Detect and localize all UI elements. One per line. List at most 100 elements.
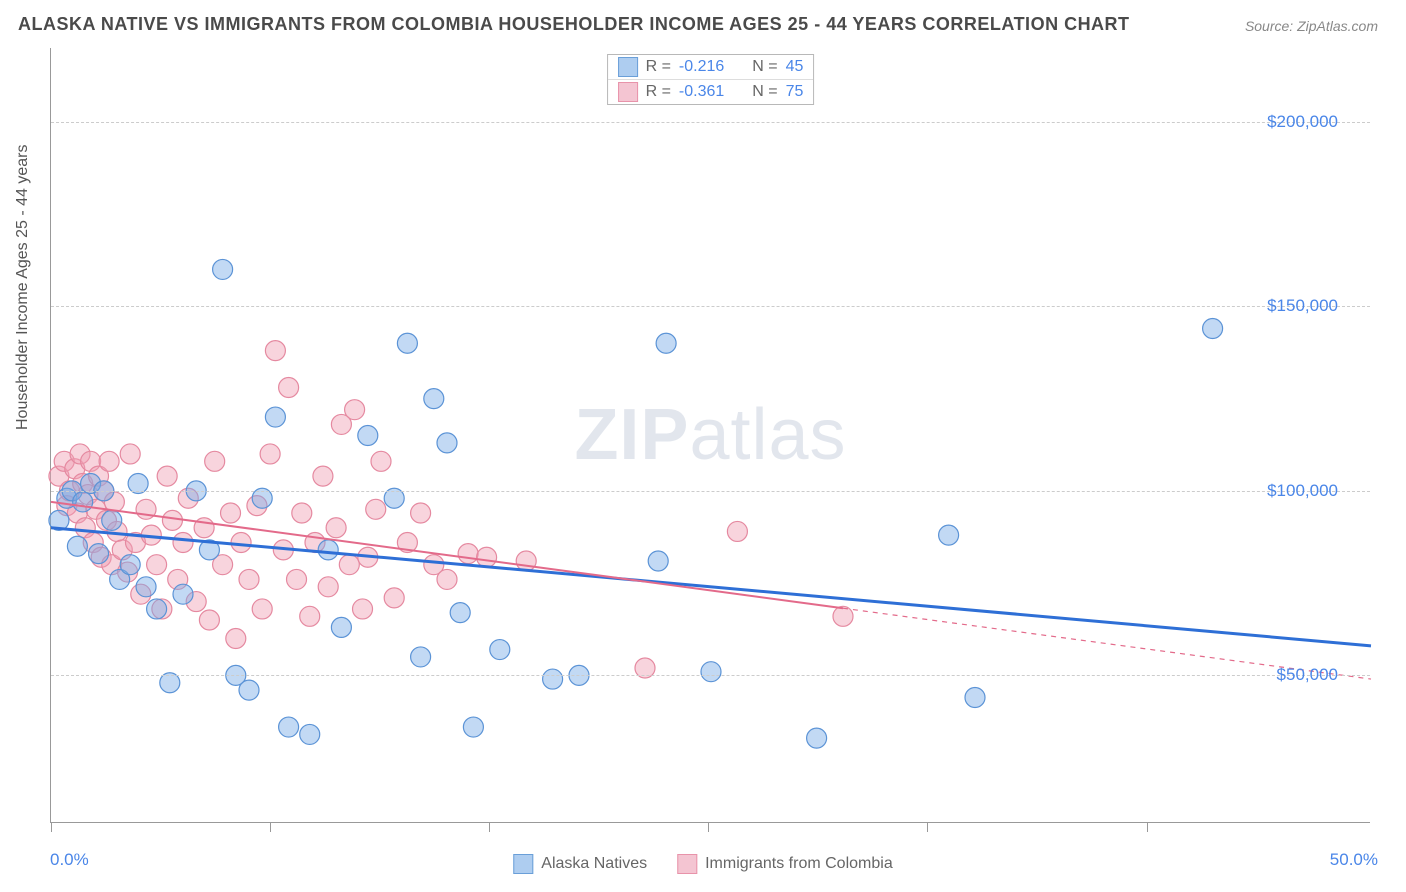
legend-bottom-item-0: Alaska Natives [513, 854, 647, 874]
gridline-h [51, 122, 1370, 123]
scatter-point [965, 688, 985, 708]
y-tick-label: $150,000 [1267, 296, 1338, 316]
scatter-point [331, 617, 351, 637]
scatter-point [260, 444, 280, 464]
scatter-point [157, 466, 177, 486]
legend-n-label-0: N = [752, 58, 777, 76]
x-tick-start: 0.0% [50, 850, 89, 870]
scatter-point [939, 525, 959, 545]
x-tick [1147, 822, 1148, 832]
gridline-h [51, 675, 1370, 676]
scatter-point [162, 510, 182, 530]
scatter-point [173, 584, 193, 604]
scatter-point [147, 555, 167, 575]
legend-top-row-1: R = -0.361 N = 75 [608, 80, 814, 104]
scatter-point [120, 444, 140, 464]
scatter-point [1203, 318, 1223, 338]
scatter-point [213, 259, 233, 279]
scatter-point [221, 503, 241, 523]
chart-title: ALASKA NATIVE VS IMMIGRANTS FROM COLOMBI… [18, 14, 1130, 35]
scatter-point [458, 544, 478, 564]
x-tick [489, 822, 490, 832]
scatter-point [326, 518, 346, 538]
scatter-point [173, 533, 193, 553]
scatter-point [411, 647, 431, 667]
plot-area: ZIPatlas R = -0.216 N = 45 R = -0.361 N … [50, 48, 1370, 823]
scatter-point [205, 451, 225, 471]
legend-r-value-1: -0.361 [679, 83, 724, 101]
legend-n-value-1: 75 [786, 83, 804, 101]
source-label: Source: ZipAtlas.com [1245, 18, 1378, 34]
x-tick [927, 822, 928, 832]
scatter-point [265, 341, 285, 361]
trend-line-solid [51, 502, 843, 608]
legend-bottom-label-0: Alaska Natives [541, 855, 647, 873]
scatter-point [292, 503, 312, 523]
scatter-point [300, 606, 320, 626]
legend-n-value-0: 45 [786, 58, 804, 76]
scatter-point [67, 536, 87, 556]
scatter-point [279, 717, 299, 737]
legend-swatch-0 [618, 57, 638, 77]
scatter-point [199, 610, 219, 630]
scatter-point [371, 451, 391, 471]
scatter-point [437, 433, 457, 453]
legend-top: R = -0.216 N = 45 R = -0.361 N = 75 [607, 54, 815, 105]
y-axis-label: Householder Income Ages 25 - 44 years [14, 145, 32, 431]
scatter-point [252, 599, 272, 619]
scatter-point [366, 499, 386, 519]
scatter-point [136, 577, 156, 597]
legend-r-value-0: -0.216 [679, 58, 724, 76]
scatter-point [437, 569, 457, 589]
scatter-point [463, 717, 483, 737]
gridline-h [51, 491, 1370, 492]
scatter-point [102, 510, 122, 530]
legend-top-row-0: R = -0.216 N = 45 [608, 55, 814, 80]
scatter-point [543, 669, 563, 689]
scatter-point [339, 555, 359, 575]
scatter-point [490, 640, 510, 660]
y-tick-label: $200,000 [1267, 112, 1338, 132]
scatter-point [345, 400, 365, 420]
scatter-point [450, 603, 470, 623]
y-tick-label: $50,000 [1277, 665, 1338, 685]
scatter-point [424, 389, 444, 409]
scatter-point [239, 569, 259, 589]
scatter-point [300, 724, 320, 744]
scatter-point [89, 544, 109, 564]
scatter-point [279, 378, 299, 398]
scatter-point [99, 451, 119, 471]
plot-svg [51, 48, 1370, 822]
scatter-point [358, 426, 378, 446]
scatter-point [265, 407, 285, 427]
scatter-point [833, 606, 853, 626]
scatter-point [807, 728, 827, 748]
scatter-point [727, 521, 747, 541]
scatter-point [477, 547, 497, 567]
scatter-point [318, 577, 338, 597]
legend-bottom-swatch-0 [513, 854, 533, 874]
scatter-point [226, 628, 246, 648]
x-tick [708, 822, 709, 832]
x-tick [270, 822, 271, 832]
gridline-h [51, 306, 1370, 307]
legend-n-label-1: N = [752, 83, 777, 101]
legend-bottom-swatch-1 [677, 854, 697, 874]
legend-r-label-1: R = [646, 83, 671, 101]
x-tick-end: 50.0% [1330, 850, 1378, 870]
scatter-point [384, 588, 404, 608]
scatter-point [287, 569, 307, 589]
scatter-point [411, 503, 431, 523]
scatter-point [701, 662, 721, 682]
scatter-point [73, 492, 93, 512]
scatter-point [648, 551, 668, 571]
legend-bottom-label-1: Immigrants from Colombia [705, 855, 893, 873]
scatter-point [239, 680, 259, 700]
scatter-point [313, 466, 333, 486]
scatter-point [397, 333, 417, 353]
x-tick [51, 822, 52, 832]
legend-bottom-item-1: Immigrants from Colombia [677, 854, 893, 874]
scatter-point [147, 599, 167, 619]
scatter-point [231, 533, 251, 553]
scatter-point [120, 555, 140, 575]
